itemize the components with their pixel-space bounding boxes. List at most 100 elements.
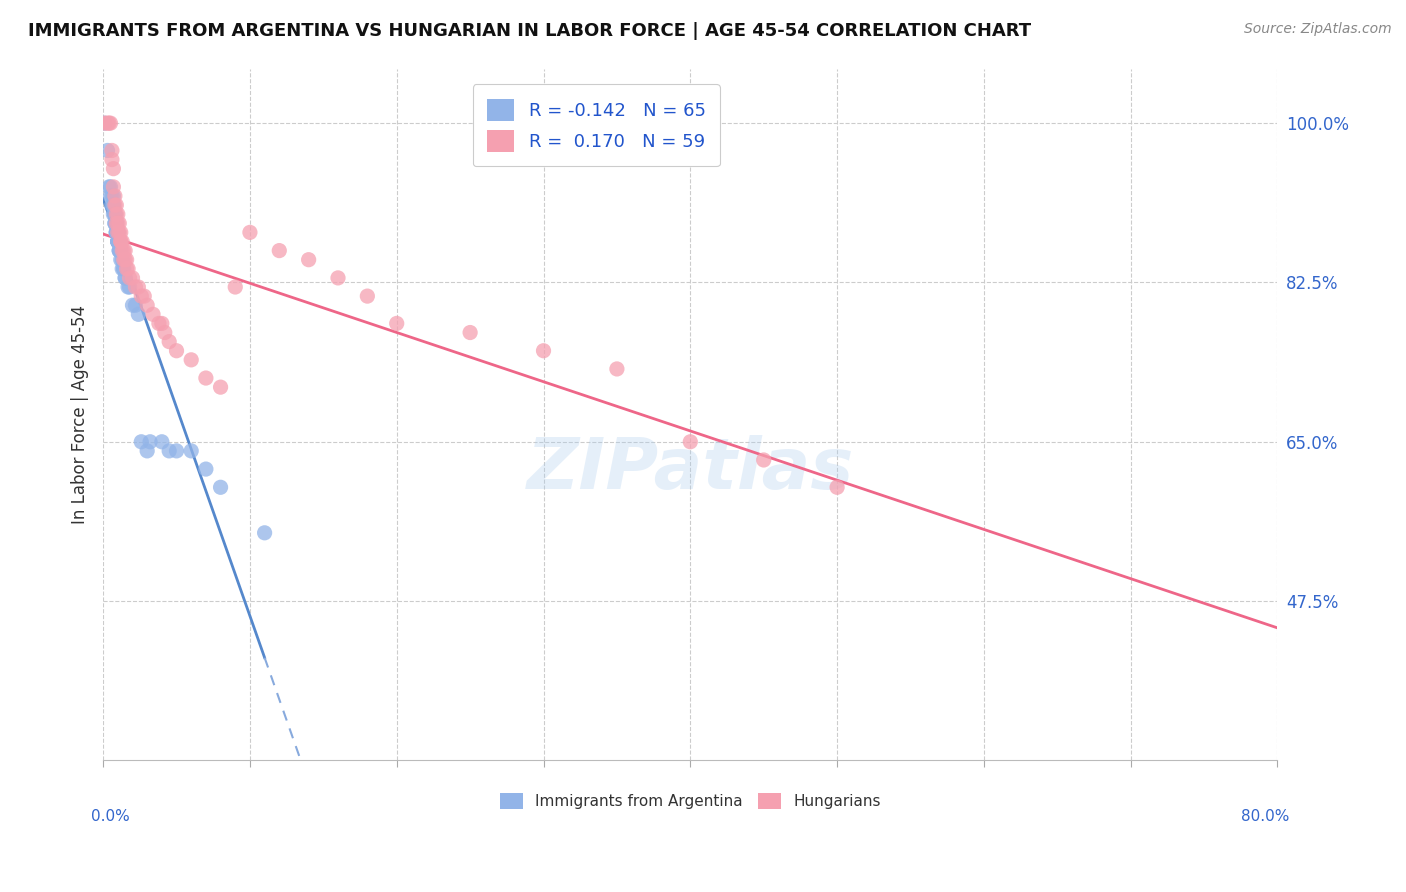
Point xyxy=(114,271,136,285)
Point xyxy=(166,443,188,458)
Point xyxy=(105,216,128,230)
Point xyxy=(118,280,141,294)
Point xyxy=(153,326,176,340)
Point xyxy=(103,161,125,176)
Point xyxy=(100,179,122,194)
Point xyxy=(124,280,146,294)
Point xyxy=(326,271,349,285)
Point xyxy=(112,244,135,258)
Point xyxy=(104,189,127,203)
Point xyxy=(110,226,132,240)
Point xyxy=(107,235,129,249)
Point xyxy=(679,434,702,449)
Point xyxy=(134,289,156,303)
Point xyxy=(157,443,180,458)
Point xyxy=(105,216,128,230)
Point xyxy=(105,226,128,240)
Point xyxy=(107,235,129,249)
Point xyxy=(103,198,125,212)
Point xyxy=(105,216,128,230)
Point xyxy=(224,280,246,294)
Point xyxy=(121,298,143,312)
Point xyxy=(110,235,132,249)
Point xyxy=(114,252,136,267)
Point xyxy=(98,116,121,130)
Point xyxy=(139,434,162,449)
Point xyxy=(148,317,170,331)
Point xyxy=(105,198,128,212)
Point xyxy=(239,226,262,240)
Point xyxy=(107,235,129,249)
Point xyxy=(136,443,159,458)
Point xyxy=(136,298,159,312)
Point xyxy=(104,216,127,230)
Point xyxy=(101,198,124,212)
Point xyxy=(108,244,131,258)
Point xyxy=(110,244,132,258)
Point xyxy=(129,289,152,303)
Point xyxy=(103,189,125,203)
Point xyxy=(101,189,124,203)
Point xyxy=(107,235,129,249)
Point xyxy=(104,207,127,221)
Point xyxy=(108,235,131,249)
Point xyxy=(253,525,276,540)
Point xyxy=(115,252,138,267)
Point xyxy=(100,189,122,203)
Point xyxy=(209,480,232,494)
Point xyxy=(108,244,131,258)
Point xyxy=(100,116,122,130)
Point xyxy=(114,271,136,285)
Point xyxy=(108,244,131,258)
Point xyxy=(101,153,124,167)
Point xyxy=(124,298,146,312)
Point xyxy=(180,352,202,367)
Point xyxy=(269,244,291,258)
Point xyxy=(114,244,136,258)
Point xyxy=(117,280,139,294)
Point xyxy=(107,226,129,240)
Point xyxy=(108,226,131,240)
Point xyxy=(108,216,131,230)
Point xyxy=(157,334,180,349)
Point xyxy=(107,216,129,230)
Point xyxy=(112,261,135,276)
Point xyxy=(127,307,149,321)
Point xyxy=(93,116,115,130)
Y-axis label: In Labor Force | Age 45-54: In Labor Force | Age 45-54 xyxy=(72,305,89,524)
Point xyxy=(104,207,127,221)
Text: 80.0%: 80.0% xyxy=(1241,809,1289,824)
Point xyxy=(385,317,408,331)
Point xyxy=(98,179,121,194)
Point xyxy=(127,280,149,294)
Point xyxy=(107,226,129,240)
Point xyxy=(104,216,127,230)
Point xyxy=(107,226,129,240)
Point xyxy=(129,434,152,449)
Point xyxy=(111,252,134,267)
Point xyxy=(150,434,173,449)
Point xyxy=(166,343,188,358)
Point xyxy=(121,271,143,285)
Point xyxy=(142,307,165,321)
Point xyxy=(111,261,134,276)
Point xyxy=(96,144,118,158)
Point xyxy=(209,380,232,394)
Point xyxy=(110,252,132,267)
Point xyxy=(180,443,202,458)
Point xyxy=(112,252,135,267)
Point xyxy=(108,235,131,249)
Point xyxy=(107,226,129,240)
Point xyxy=(103,207,125,221)
Point xyxy=(105,207,128,221)
Point xyxy=(105,226,128,240)
Point xyxy=(103,198,125,212)
Point xyxy=(108,235,131,249)
Point xyxy=(105,216,128,230)
Point xyxy=(101,144,124,158)
Text: 0.0%: 0.0% xyxy=(91,809,131,824)
Point xyxy=(104,198,127,212)
Point xyxy=(194,371,217,385)
Point xyxy=(105,226,128,240)
Point xyxy=(111,244,134,258)
